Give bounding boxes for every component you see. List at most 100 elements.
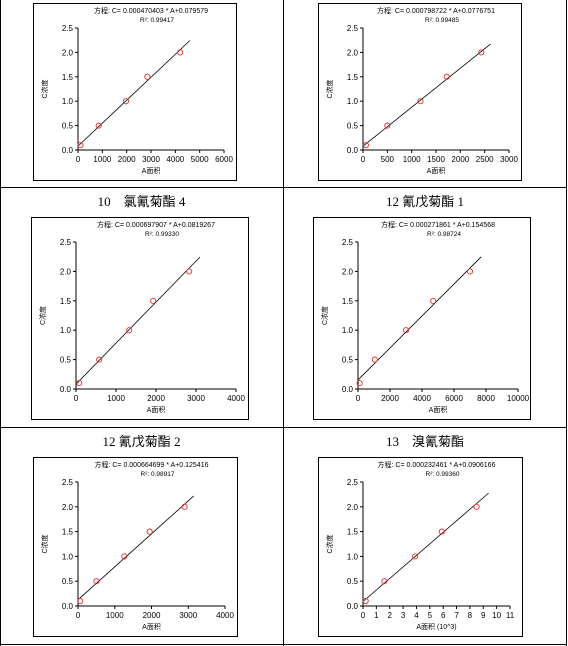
x-tick-label: 1 xyxy=(374,611,379,620)
y-tick-label: 2.0 xyxy=(347,48,359,57)
x-tick-label: 1000 xyxy=(93,155,111,164)
y-tick-label: 2.0 xyxy=(62,48,74,57)
x-tick-label: 2000 xyxy=(381,394,399,403)
x-tick-label: 6000 xyxy=(215,155,233,164)
data-point xyxy=(96,356,103,363)
chart-svg-2: 方程: C= 0.000798722 * A+0.0776751 R²: 0.99… xyxy=(325,6,518,175)
x-tick-label: 4 xyxy=(414,611,419,620)
regression-line xyxy=(362,492,489,602)
data-point xyxy=(443,73,450,80)
data-point xyxy=(430,297,437,304)
x-tick-label: 5 xyxy=(428,611,433,620)
x-axis-label: A面积 xyxy=(429,405,448,414)
data-point xyxy=(76,380,83,387)
x-tick-label: 4000 xyxy=(227,394,245,403)
data-point xyxy=(122,98,129,105)
equation-label: 方程: C= 0.000664699 * A+0.125416 xyxy=(94,460,208,469)
x-tick-label: 1000 xyxy=(403,155,421,164)
y-tick-label: 2.5 xyxy=(62,24,74,33)
chart-panel-2: 方程: C= 0.000798722 * A+0.0776751 R²: 0.99… xyxy=(318,3,522,181)
equation-label: 方程: C= 0.000232461 * A+0.0906166 xyxy=(378,460,496,469)
data-point xyxy=(150,297,157,304)
y-tick-label: 1.0 xyxy=(62,552,74,561)
y-tick-label: 2.0 xyxy=(347,503,359,512)
x-tick-label: 3000 xyxy=(500,155,518,164)
x-tick-label: 0 xyxy=(76,155,81,164)
x-tick-label: 8 xyxy=(468,611,473,620)
x-tick-label: 4000 xyxy=(413,394,431,403)
x-tick-label: 2000 xyxy=(118,155,136,164)
x-tick-label: 11 xyxy=(506,611,515,620)
chart-panel-4: 方程: C= 0.000271861 * A+0.154568 R²: 0.987… xyxy=(313,217,531,420)
y-tick-label: 2.5 xyxy=(347,478,359,487)
y-tick-label: 1.0 xyxy=(347,552,359,561)
data-point xyxy=(177,49,184,56)
y-tick-label: 1.5 xyxy=(62,528,74,537)
y-tick-label: 2.0 xyxy=(60,267,72,276)
y-axis-label: C浓度 xyxy=(325,534,334,553)
y-tick-label: 2.5 xyxy=(60,238,72,247)
x-axis-label: A面积 xyxy=(147,405,166,414)
table-row-divider-2 xyxy=(0,427,567,428)
r-squared-label: R²: 0.98917 xyxy=(141,471,175,478)
x-tick-label: 10000 xyxy=(507,394,530,403)
y-tick-label: 2.5 xyxy=(347,24,359,33)
regression-line xyxy=(75,256,201,385)
data-point xyxy=(371,356,378,363)
table-border-bottom xyxy=(0,644,567,645)
r-squared-label: R²: 0.99360 xyxy=(426,471,460,478)
x-axis-label: A面积 xyxy=(142,166,161,175)
y-tick-label: 1.0 xyxy=(60,326,72,335)
equation-label: 方程: C= 0.000798722 * A+0.0776751 xyxy=(377,6,495,15)
data-point xyxy=(478,49,485,56)
data-point xyxy=(181,503,188,510)
y-tick-label: 0.5 xyxy=(60,356,72,365)
x-tick-label: 5000 xyxy=(191,155,209,164)
y-tick-label: 0.0 xyxy=(60,385,72,394)
data-point xyxy=(77,142,84,149)
x-axis-label: A面积 xyxy=(427,166,446,175)
x-tick-label: 1000 xyxy=(106,611,124,620)
x-tick-label: 3 xyxy=(401,611,406,620)
y-tick-label: 0.0 xyxy=(62,602,74,611)
y-tick-label: 1.0 xyxy=(347,97,359,106)
chart-panel-6: 方程: C= 0.000232461 * A+0.0906166 R²: 0.99… xyxy=(318,457,523,637)
data-point xyxy=(402,327,410,334)
regression-line xyxy=(357,256,482,381)
y-tick-label: 2.5 xyxy=(62,478,74,487)
equation-label: 方程: C= 0.000470403 * A+0.079579 xyxy=(94,6,208,15)
y-tick-label: 0.0 xyxy=(342,385,354,394)
data-point xyxy=(186,268,193,275)
data-point xyxy=(466,268,474,275)
data-point xyxy=(146,528,153,535)
y-tick-label: 2.0 xyxy=(62,503,74,512)
x-axis-label: A面积 xyxy=(142,622,161,631)
chart-panel-1: 方程: C= 0.000470403 * A+0.079579 R²: 0.994… xyxy=(33,3,237,181)
x-tick-label: 9 xyxy=(481,611,486,620)
data-point xyxy=(473,503,480,510)
table-border-right xyxy=(566,0,567,646)
table-border-left xyxy=(0,0,1,646)
cell-title-cypermethrin-4: 10 氯氰菊酯 4 xyxy=(97,194,186,209)
y-tick-label: 1.5 xyxy=(342,297,354,306)
data-point xyxy=(77,597,84,605)
x-tick-label: 4000 xyxy=(166,155,184,164)
x-tick-label: 3000 xyxy=(187,394,205,403)
r-squared-label: R²: 0.99417 xyxy=(140,17,174,24)
y-tick-label: 0.5 xyxy=(347,122,359,131)
y-tick-label: 1.0 xyxy=(62,97,74,106)
y-axis-label: C浓度 xyxy=(40,79,49,98)
x-tick-label: 1500 xyxy=(427,155,445,164)
data-point xyxy=(384,122,391,129)
y-tick-label: 0.0 xyxy=(347,602,359,611)
x-tick-label: 3000 xyxy=(142,155,160,164)
y-tick-label: 0.0 xyxy=(347,146,359,155)
chart-panel-3: 方程: C= 0.000697907 * A+0.0819267 R²: 0.99… xyxy=(31,217,249,420)
y-tick-label: 1.5 xyxy=(60,297,72,306)
x-tick-label: 2500 xyxy=(476,155,494,164)
x-tick-label: 2000 xyxy=(147,394,165,403)
equation-label: 方程: C= 0.000271861 * A+0.154568 xyxy=(381,220,495,229)
r-squared-label: R²: 0.99485 xyxy=(425,17,459,24)
x-tick-label: 10 xyxy=(492,611,501,620)
